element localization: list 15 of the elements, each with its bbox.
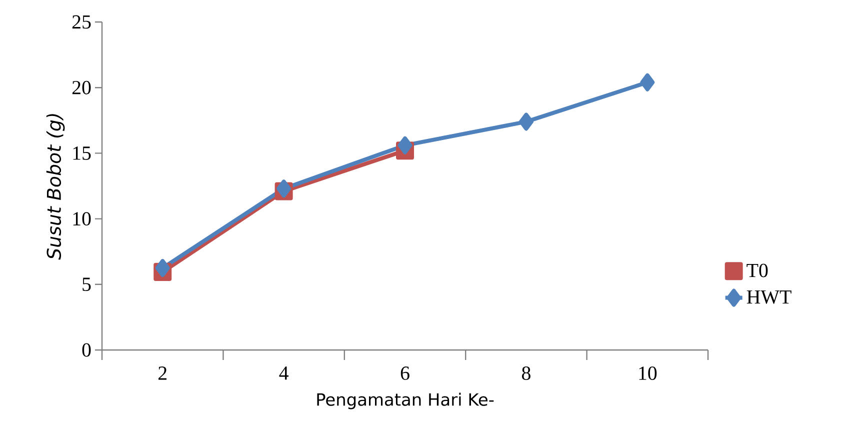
y-tick-label: 25 — [72, 15, 91, 29]
y-tick-label: 0 — [82, 343, 91, 357]
y-axis-title: Susut Bobot (g) — [46, 114, 65, 260]
x-tick-label: 10 — [639, 366, 657, 380]
x-tick-label: 6 — [400, 366, 410, 380]
x-tick-label: 2 — [158, 366, 166, 380]
x-tick-label: 4 — [279, 366, 288, 380]
x-axis-title: Pengamatan Hari Ke- — [317, 392, 494, 410]
y-tick-label: 10 — [73, 212, 91, 226]
legend-label: HWT — [746, 290, 792, 304]
legend-label: T0 — [746, 264, 768, 278]
y-tick-label: 5 — [82, 278, 91, 292]
y-tick-label: 15 — [73, 146, 91, 160]
y-tick-label: 20 — [72, 80, 91, 94]
x-tick-label: 8 — [522, 366, 530, 380]
